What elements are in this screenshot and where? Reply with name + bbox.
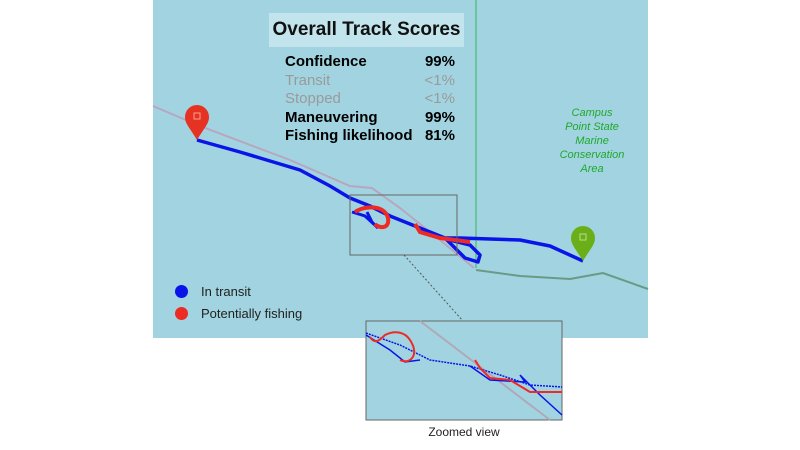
scores-title: Overall Track Scores [269,13,464,47]
mpa-label-line: Area [580,163,604,175]
fishing-segment [353,205,391,230]
scores-table: Confidence 99% Transit <1% Stopped <1% Mane… [285,53,455,146]
score-label: Transit [285,71,331,89]
score-value: 99% [424,108,455,126]
legend-dot-icon [175,306,188,320]
score-value: 99% [424,53,455,70]
legend-item-fishing: Potentially fishing [175,302,302,324]
score-value: <1% [424,71,455,89]
end-pin-icon[interactable] [571,226,595,261]
score-label: Maneuvering [285,108,378,126]
zoomed-inset [365,320,563,421]
start-pin-icon[interactable] [185,105,209,140]
inset-caption: Zoomed view [428,425,500,439]
mpa-label-line: Conservation [559,149,625,161]
score-row-confidence: Confidence 99% [285,53,455,72]
score-row-maneuvering: Maneuvering 99% [285,109,455,128]
mpa-label: Campus Point State Marine Conservation A… [540,106,644,176]
mpa-label-line: Point State [565,121,619,133]
map-canvas[interactable] [153,0,648,338]
legend-label: Potentially fishing [201,305,303,321]
score-label: Stopped [285,90,341,107]
score-row-stopped: Stopped <1% [285,90,455,109]
score-row-fishing: Fishing likelihood 81% [285,127,455,146]
legend-label: In transit [201,283,251,299]
mpa-label-line: Campus [571,107,613,119]
coastline [475,269,649,290]
score-label: Fishing likelihood [285,127,413,144]
zoom-region-box [349,194,458,256]
score-value: 81% [424,127,455,144]
legend: In transit Potentially fishing [175,280,302,324]
score-label: Confidence [285,53,367,70]
mpa-label-line: Marine [575,135,609,147]
score-value: <1% [424,90,455,107]
score-row-transit: Transit <1% [285,72,455,91]
zoom-connector [403,254,464,322]
fishing-segment [413,222,471,244]
legend-dot-icon [175,284,188,298]
legend-item-transit: In transit [175,280,302,302]
